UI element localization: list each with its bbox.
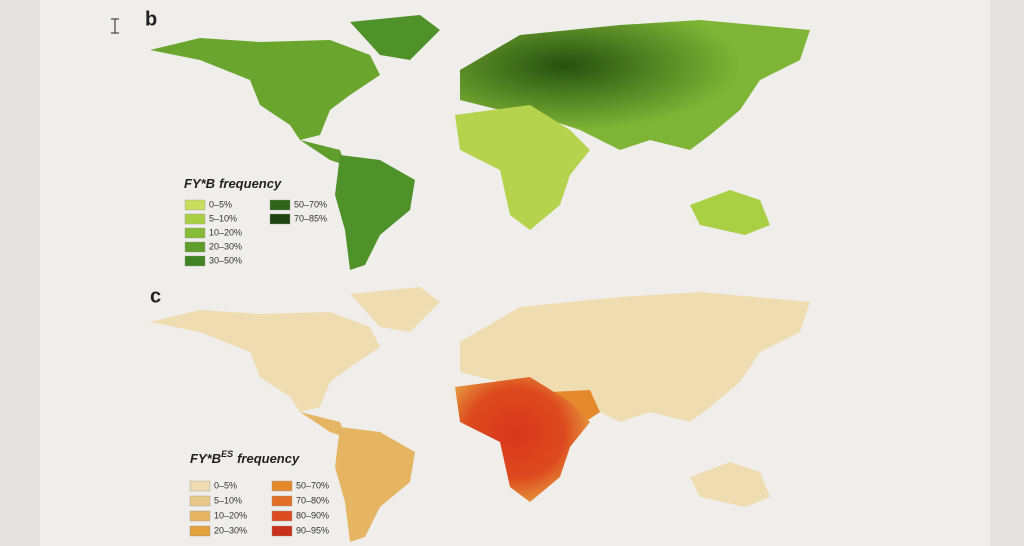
legend-title: FY*B frequency [184,176,282,191]
legends: b FY*B frequency 0–5% 5–10% 10–20% 20–30% 30–50… [145,8,329,537]
panel-letter: c [150,285,161,307]
legend-label: 5–10% [209,213,237,223]
greenland [350,15,440,60]
legend-label: 50–70% [296,480,329,490]
text-cursor [111,18,119,34]
map-c [150,287,810,542]
legend-title-main: FY*B [190,451,221,466]
legend-swatch [271,495,293,507]
north-america [150,310,380,412]
legend-swatch [184,255,206,267]
legend-label: 50–70% [294,199,327,209]
africa [455,105,590,230]
south-america [335,155,415,270]
central-america [300,140,345,165]
legend-swatch [189,495,211,507]
legend-label: 90–95% [296,525,329,535]
legend-swatch [269,199,291,211]
legend-swatch [189,510,211,522]
legend-swatch [184,199,206,211]
legend-label: 20–30% [214,525,247,535]
africa [455,377,590,502]
legend-label: 30–50% [209,255,242,265]
north-america [150,38,380,140]
legend-title-sup: ES [221,449,233,459]
legend-swatch [271,510,293,522]
australia [690,190,770,235]
legend-label: 0–5% [209,199,232,209]
south-america [335,427,415,542]
legend-label: 5–10% [214,495,242,505]
legend-swatch [184,227,206,239]
legend-swatch [269,213,291,225]
legend-label: 70–80% [296,495,329,505]
legend-swatch [189,525,211,537]
legend-label: 0–5% [214,480,237,490]
legend-label: 70–85% [294,213,327,223]
legend-swatch [189,480,211,492]
greenland [350,287,440,332]
legend-title-main: FY*B [184,176,215,191]
legend-swatch [184,213,206,225]
map-b [150,15,810,270]
central-america [300,412,345,437]
legend-label: 20–30% [209,241,242,251]
legend-label: 10–20% [209,227,242,237]
legend-label: 80–90% [296,510,329,520]
legend-swatch [184,241,206,253]
legend-title-rest: frequency [219,176,282,191]
legend-swatch [271,525,293,537]
legend-swatch [271,480,293,492]
legend-title: FY*BES frequency [190,449,300,466]
legend-label: 10–20% [214,510,247,520]
panel-letter: b [145,8,157,30]
australia [690,462,770,507]
legend-title-rest: frequency [237,451,300,466]
